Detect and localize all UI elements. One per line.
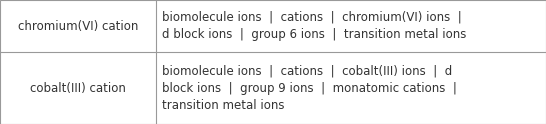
Text: cobalt(III) cation: cobalt(III) cation — [30, 82, 126, 94]
Text: chromium(VI) cation: chromium(VI) cation — [17, 20, 138, 32]
Text: biomolecule ions  |  cations  |  chromium(VI) ions  |
d block ions  |  group 6 i: biomolecule ions | cations | chromium(VI… — [162, 11, 466, 41]
Text: biomolecule ions  |  cations  |  cobalt(III) ions  |  d
block ions  |  group 9 i: biomolecule ions | cations | cobalt(III)… — [162, 64, 457, 112]
